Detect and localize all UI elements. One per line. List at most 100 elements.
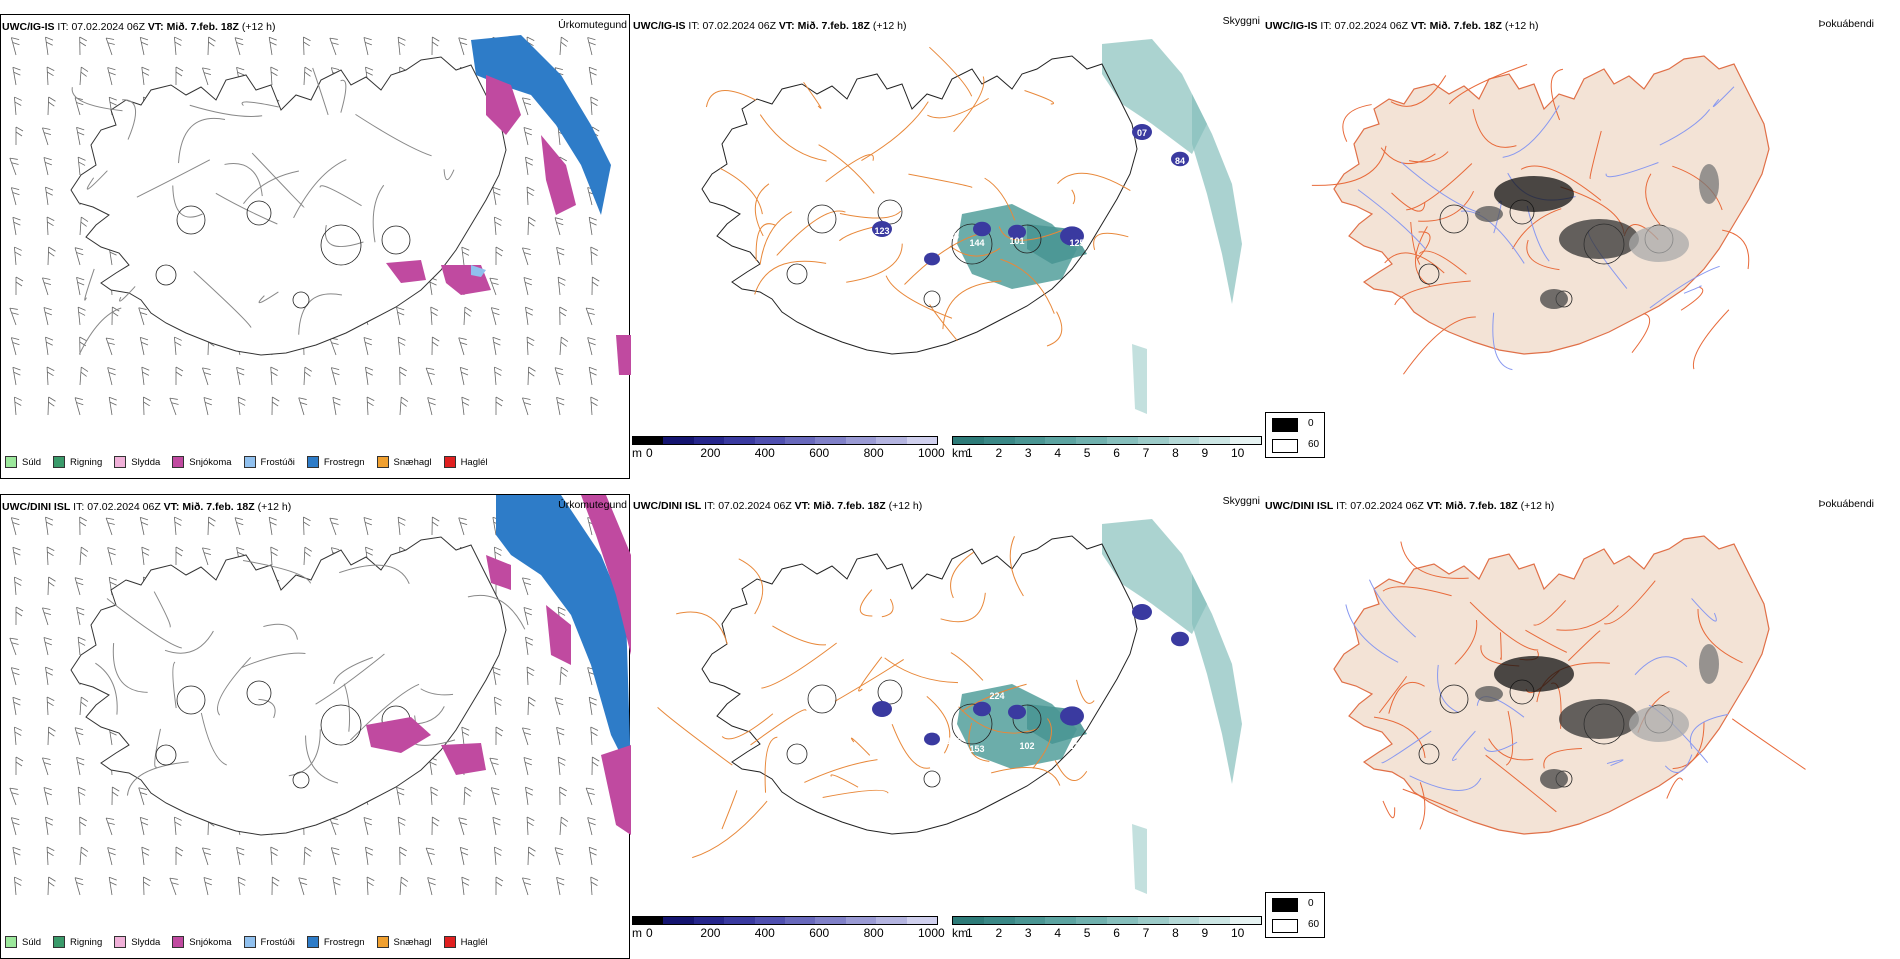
wind-barb — [560, 817, 568, 835]
wind-barb — [525, 636, 534, 655]
wind-barb — [491, 306, 502, 325]
wind-barb — [47, 367, 55, 385]
wind-barb — [464, 787, 472, 805]
wind-barb — [140, 816, 151, 835]
cloudbase-value-label: 43 — [1047, 681, 1057, 691]
wind-barb — [13, 696, 23, 715]
wind-barb — [555, 696, 567, 715]
colorbar-unit: m — [632, 446, 642, 460]
wind-barb — [528, 697, 536, 715]
colorbar-cell — [1230, 437, 1261, 444]
panel-header: UWC/IG-IS IT: 07.02.2024 06Z VT: Mið. 7.… — [633, 20, 906, 32]
wind-barb — [459, 336, 471, 355]
road-line — [1055, 760, 1087, 780]
colorbar-tick-label: 200 — [700, 446, 720, 460]
wind-barb — [398, 816, 407, 835]
wind-barb — [555, 216, 567, 235]
wind-barb — [44, 156, 55, 175]
wind-barb — [364, 516, 375, 535]
wind-barb — [204, 876, 215, 895]
wind-barb — [333, 876, 343, 895]
wind-barb — [42, 756, 54, 775]
cloudbase-value-label: 125 — [1069, 238, 1084, 248]
fog-area — [1629, 226, 1689, 262]
wind-barb — [589, 66, 599, 85]
wind-barb — [398, 516, 407, 535]
wind-barb — [48, 397, 56, 415]
wind-barb — [108, 66, 119, 85]
road-line — [79, 308, 121, 354]
road-line — [1047, 312, 1062, 346]
cloudbase-value-label: 98 — [1137, 628, 1147, 638]
fog-area — [1540, 769, 1568, 789]
cloudbase-area — [1171, 632, 1189, 646]
wind-barb — [112, 787, 119, 805]
wind-barb — [238, 396, 247, 415]
precip-legend-item: Snæhagl — [377, 456, 432, 468]
precip-legend-item: Frostúði — [244, 456, 295, 468]
precip-legend-item: Frostúði — [244, 936, 295, 948]
wind-barb — [16, 757, 23, 775]
precip-legend-swatch — [377, 936, 389, 948]
visibility-area — [1132, 344, 1147, 414]
wind-barb — [44, 306, 55, 325]
wind-barb — [304, 67, 312, 85]
colorbar-tick-label: 1 — [966, 926, 973, 940]
cloudbase-area — [973, 222, 991, 236]
wind-barb — [140, 36, 151, 55]
cloudbase-area — [872, 701, 892, 717]
wind-barb — [557, 246, 567, 265]
colorbar-tick-label: 7 — [1143, 446, 1150, 460]
colorbar-cell — [1015, 917, 1046, 924]
wind-barb — [47, 217, 55, 235]
precip-legend-label: Haglél — [461, 937, 488, 948]
visibility-area — [1192, 94, 1242, 304]
colorbar-tick-label: 400 — [755, 446, 775, 460]
colorbar-cell — [1045, 437, 1076, 444]
fog-legend-row2: 0 60 — [1265, 892, 1325, 938]
wind-barb — [176, 547, 183, 565]
wind-barb — [560, 787, 567, 805]
colorbar-cell — [846, 917, 876, 924]
wind-barb — [108, 846, 119, 865]
wind-barb — [109, 876, 119, 895]
wind-barb — [522, 396, 534, 415]
colorbar-tick-label: 200 — [700, 926, 720, 940]
precip-legend-swatch — [114, 936, 126, 948]
cloudbase-value-label: 123 — [874, 226, 889, 236]
wind-barb — [491, 786, 502, 805]
wind-barb — [78, 786, 87, 805]
wind-barb — [80, 847, 88, 865]
wind-barb — [528, 847, 536, 865]
wind-barb — [496, 877, 503, 895]
colorbar-tick-label: 600 — [809, 446, 829, 460]
wind-barb — [208, 37, 216, 55]
colorbar-strip — [952, 436, 1262, 445]
wind-barb — [77, 606, 87, 625]
cloudbase-area — [1132, 604, 1152, 620]
precip-legend-swatch — [5, 456, 17, 468]
wind-barb — [48, 97, 56, 115]
wind-barb — [109, 396, 119, 415]
wind-barb — [364, 816, 375, 835]
colorbar-cell — [907, 917, 937, 924]
iceland-map — [71, 537, 525, 835]
road-line — [823, 790, 889, 797]
glacier-outline — [787, 264, 807, 284]
wind-barb — [496, 397, 503, 415]
wind-barb — [80, 367, 88, 385]
iceland-map — [1312, 56, 1769, 374]
wind-barb — [557, 396, 567, 415]
road-line — [722, 790, 737, 829]
road-line — [908, 174, 972, 187]
wind-barb — [524, 756, 535, 775]
road-line — [760, 115, 826, 161]
wind-barb — [42, 126, 54, 145]
wind-barb — [496, 247, 503, 265]
wind-barb — [589, 696, 599, 715]
precip-legend-item: Frostregn — [307, 936, 365, 948]
colorbar-tick-label: 4 — [1054, 926, 1061, 940]
wind-barb — [112, 307, 119, 325]
wind-barb — [460, 366, 471, 385]
